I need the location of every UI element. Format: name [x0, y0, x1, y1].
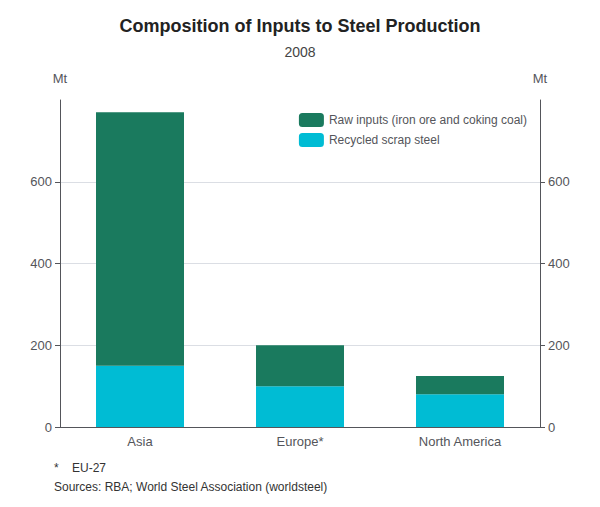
svg-text:Sources: RBA; World Steel Asso: Sources: RBA; World Steel Association (w…	[54, 480, 327, 494]
svg-text:Composition of Inputs to Steel: Composition of Inputs to Steel Productio…	[120, 16, 481, 36]
svg-text:Recycled scrap steel: Recycled scrap steel	[329, 133, 440, 147]
svg-text:0: 0	[45, 420, 52, 435]
svg-text:400: 400	[30, 256, 52, 271]
svg-text:600: 600	[30, 174, 52, 189]
svg-text:* EU-27: * EU-27	[54, 461, 106, 475]
svg-text:Raw inputs (iron ore and cokin: Raw inputs (iron ore and coking coal)	[329, 113, 527, 127]
svg-text:400: 400	[548, 256, 570, 271]
svg-text:Asia: Asia	[127, 434, 153, 449]
svg-text:Mt: Mt	[533, 71, 548, 86]
svg-text:0: 0	[548, 420, 555, 435]
svg-text:Mt: Mt	[53, 71, 68, 86]
svg-text:200: 200	[30, 338, 52, 353]
svg-text:200: 200	[548, 338, 570, 353]
svg-text:600: 600	[548, 174, 570, 189]
svg-text:Europe*: Europe*	[277, 434, 324, 449]
svg-text:North America: North America	[419, 434, 502, 449]
svg-text:2008: 2008	[284, 44, 315, 60]
